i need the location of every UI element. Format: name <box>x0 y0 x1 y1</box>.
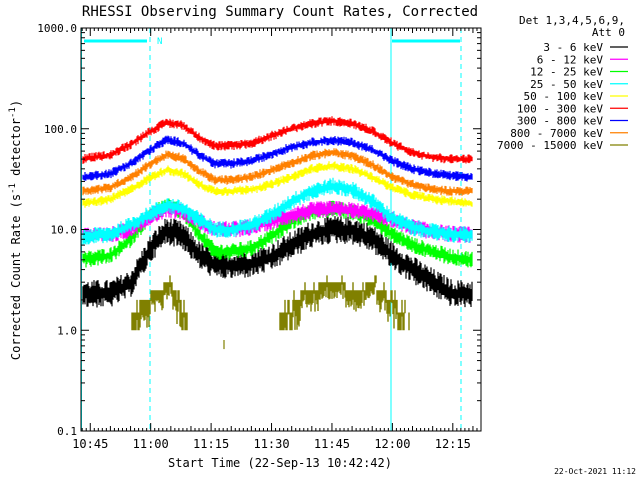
x-tick-label: 11:00 <box>133 437 169 451</box>
legend-label: 50 - 100 keV <box>524 90 604 103</box>
series-300-800keV <box>82 135 473 182</box>
legend-header: Att 0 <box>592 26 625 39</box>
legend-label: 7000 - 15000 keV <box>497 139 603 152</box>
chart-title: RHESSI Observing Summary Count Rates, Co… <box>82 4 478 20</box>
timestamp: 22-Oct-2021 11:12 <box>554 467 636 476</box>
svg-text:Corrected Count Rate (s-1 dete: Corrected Count Rate (s-1 detector-1) <box>8 100 23 360</box>
x-tick-label: 11:30 <box>253 437 289 451</box>
series-800-7000keV <box>82 148 473 196</box>
legend-label: 3 - 6 keV <box>543 41 603 54</box>
legend-label: 300 - 800 keV <box>517 115 603 128</box>
series-7000-15000keV <box>131 275 410 350</box>
x-tick-label: 10:45 <box>72 437 108 451</box>
legend-label: 6 - 12 keV <box>537 53 604 66</box>
plot-area <box>81 28 473 431</box>
legend-label: 25 - 50 keV <box>530 78 603 91</box>
y-tick-label: 1000.0 <box>37 22 77 35</box>
series-3-6keV <box>82 216 473 308</box>
flag-label: N <box>157 37 162 47</box>
y-tick-label: 100.0 <box>44 123 77 136</box>
y-axis-label: Corrected Count Rate (s-1 detector-1) <box>8 100 23 360</box>
flags: N <box>84 37 460 47</box>
legend-label: 800 - 7000 keV <box>510 127 603 140</box>
y-tick-label: 0.1 <box>57 425 77 438</box>
series-100-300keV <box>82 116 473 164</box>
x-tick-label: 12:00 <box>374 437 410 451</box>
y-tick-label: 1.0 <box>57 324 77 337</box>
series-50-100keV <box>82 161 473 208</box>
legend-label: 100 - 300 keV <box>517 102 603 115</box>
x-tick-label: 11:15 <box>193 437 229 451</box>
axes: 0.1 1.0 10.0 100.0 1000.0 10:45 11:00 11:15 11:3… <box>37 22 482 451</box>
x-tick-label: 11:45 <box>314 437 350 451</box>
x-tick-label: 12:15 <box>435 437 471 451</box>
legend-label: 12 - 25 keV <box>530 66 603 79</box>
x-axis-label: Start Time (22-Sep-13 10:42:42) <box>168 456 392 470</box>
legend-header: Det 1,3,4,5,6,9, <box>519 14 625 27</box>
y-tick-label: 10.0 <box>51 224 78 237</box>
